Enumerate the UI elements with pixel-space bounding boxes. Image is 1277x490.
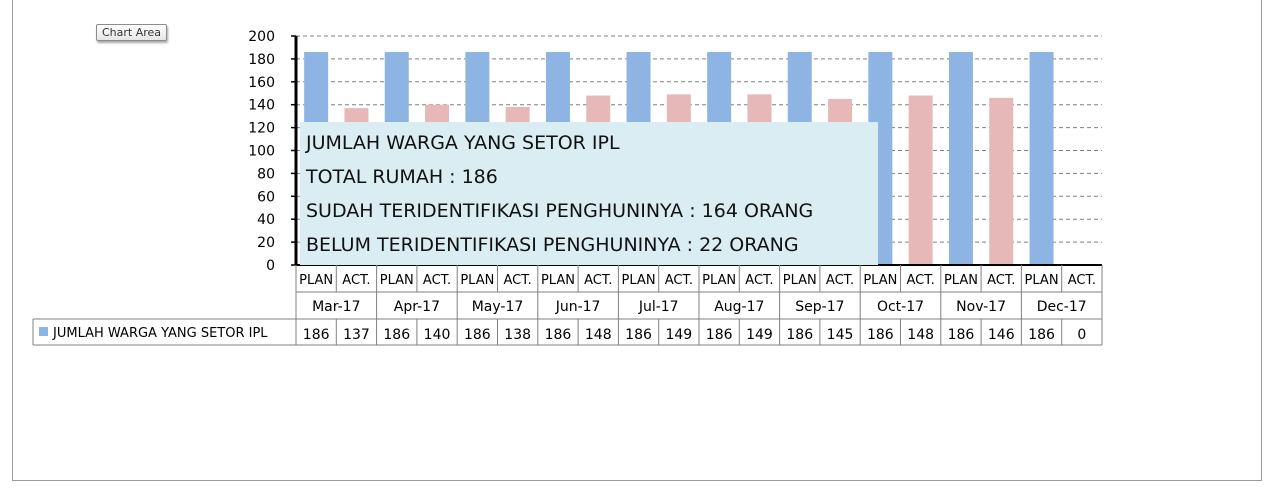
info-line-identified: SUDAH TERIDENTIFIKASI PENGHUNINYA : 164 …	[306, 200, 814, 222]
data-table-value: 186	[948, 327, 975, 343]
x-subcategory-label: PLAN	[1025, 273, 1059, 288]
bar-plan	[1029, 52, 1054, 265]
legend-key-swatch	[39, 327, 48, 336]
x-subcategory-label: PLAN	[863, 273, 897, 288]
data-table-value: 138	[504, 327, 531, 343]
x-month-label: May-17	[472, 299, 524, 315]
x-subcategory-label: PLAN	[380, 273, 414, 288]
info-textbox[interactable]: JUMLAH WARGA YANG SETOR IPL TOTAL RUMAH …	[300, 122, 878, 265]
x-month-label: Nov-17	[956, 299, 1006, 315]
y-tick-label: 60	[257, 189, 275, 205]
chart-area-tooltip: Chart Area	[96, 24, 168, 41]
y-tick-label: 40	[257, 212, 275, 228]
data-table-value: 145	[827, 327, 854, 343]
data-table-value: 149	[746, 327, 773, 343]
bar-act	[908, 95, 933, 265]
data-table-value: 140	[424, 327, 451, 343]
data-table-value: 148	[907, 327, 934, 343]
x-subcategory-label: ACT.	[987, 273, 1015, 288]
x-subcategory-label: ACT.	[504, 273, 532, 288]
x-month-label: Aug-17	[714, 299, 764, 315]
x-subcategory-label: ACT.	[423, 273, 451, 288]
data-table-value: 186	[867, 327, 894, 343]
x-month-label: Dec-17	[1037, 299, 1087, 315]
data-table-value: 186	[383, 327, 410, 343]
y-tick-label: 120	[248, 121, 275, 137]
legend-key-label: JUMLAH WARGA YANG SETOR IPL	[52, 326, 268, 341]
x-subcategory-label: ACT.	[1068, 273, 1096, 288]
x-subcategory-label: ACT.	[342, 273, 370, 288]
y-tick-label: 200	[248, 29, 275, 45]
x-subcategory-label: PLAN	[460, 273, 494, 288]
x-month-label: Sep-17	[795, 299, 844, 315]
y-tick-label: 100	[248, 144, 275, 160]
y-tick-label: 20	[257, 235, 275, 251]
data-table-value: 148	[585, 327, 612, 343]
y-tick-label: 0	[266, 258, 275, 274]
data-table-value: 137	[343, 327, 370, 343]
x-subcategory-label: PLAN	[541, 273, 575, 288]
bar-plan	[948, 52, 973, 265]
x-subcategory-label: PLAN	[299, 273, 333, 288]
data-table-value: 186	[464, 327, 491, 343]
x-subcategory-label: ACT.	[907, 273, 935, 288]
data-table-value: 0	[1077, 327, 1086, 343]
x-subcategory-label: PLAN	[702, 273, 736, 288]
info-line-title: JUMLAH WARGA YANG SETOR IPL	[306, 132, 620, 154]
data-table-value: 186	[1028, 327, 1055, 343]
data-table-value: 186	[303, 327, 330, 343]
y-tick-label: 80	[257, 166, 275, 182]
info-line-unidentified: BELUM TERIDENTIFIKASI PENGHUNINYA : 22 O…	[306, 234, 799, 256]
data-table-value: 186	[545, 327, 572, 343]
x-month-label: Mar-17	[312, 299, 360, 315]
data-table-value: 186	[786, 327, 813, 343]
x-subcategory-label: ACT.	[665, 273, 693, 288]
data-table-value: 146	[988, 327, 1015, 343]
data-table-value: 149	[665, 327, 692, 343]
x-month-label: Apr-17	[394, 299, 440, 315]
x-subcategory-label: ACT.	[584, 273, 612, 288]
y-tick-label: 140	[248, 98, 275, 114]
y-tick-label: 160	[248, 75, 275, 91]
x-subcategory-label: PLAN	[783, 273, 817, 288]
x-subcategory-label: PLAN	[622, 273, 656, 288]
x-month-label: Oct-17	[877, 299, 924, 315]
x-subcategory-label: PLAN	[944, 273, 978, 288]
info-line-total-houses: TOTAL RUMAH : 186	[306, 166, 498, 188]
y-tick-label: 180	[248, 52, 275, 68]
data-table-value: 186	[706, 327, 733, 343]
data-table-value: 186	[625, 327, 652, 343]
bar-act	[989, 97, 1014, 265]
chart-frame	[12, 0, 1262, 481]
x-month-label: Jul-17	[638, 299, 679, 315]
x-subcategory-label: ACT.	[745, 273, 773, 288]
x-subcategory-label: ACT.	[826, 273, 854, 288]
x-month-label: Jun-17	[555, 299, 601, 315]
